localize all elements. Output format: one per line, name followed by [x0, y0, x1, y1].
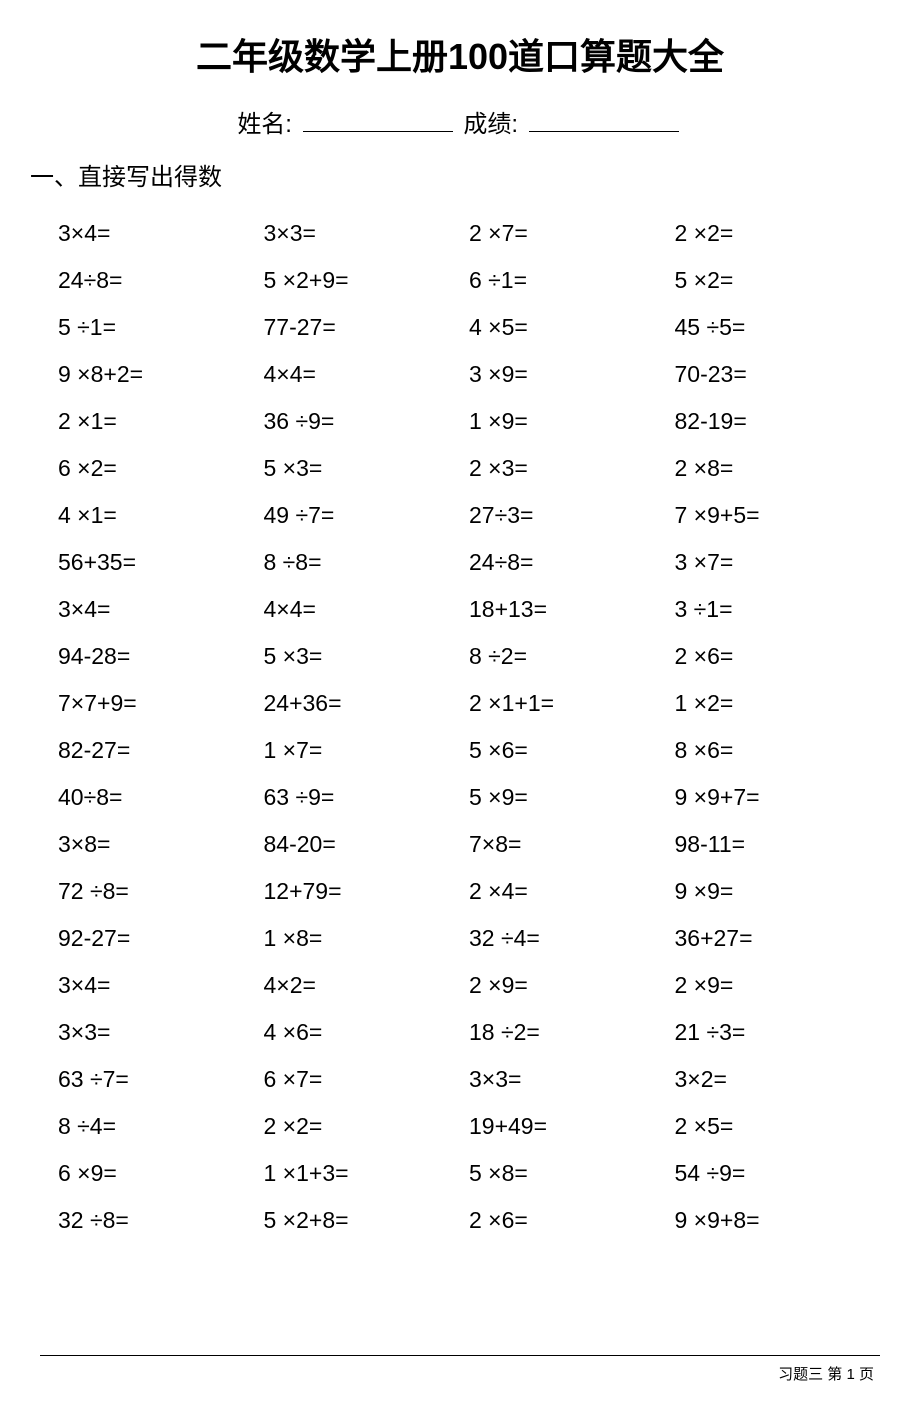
- problem-cell: 5 ÷1=: [58, 304, 264, 351]
- problem-cell: 2 ×2=: [264, 1103, 470, 1150]
- problem-cell: 19+49=: [469, 1103, 675, 1150]
- name-blank[interactable]: [303, 106, 453, 132]
- problem-cell: 1 ×8=: [264, 915, 470, 962]
- problem-cell: 27÷3=: [469, 492, 675, 539]
- problem-cell: 5 ×2+8=: [264, 1197, 470, 1244]
- problem-cell: 92-27=: [58, 915, 264, 962]
- problem-cell: 4×4=: [264, 351, 470, 398]
- problem-cell: 1 ×1+3=: [264, 1150, 470, 1197]
- problem-cell: 3 ×7=: [675, 539, 881, 586]
- problem-cell: 32 ÷4=: [469, 915, 675, 962]
- problem-cell: 49 ÷7=: [264, 492, 470, 539]
- problem-cell: 3×8=: [58, 821, 264, 868]
- problem-cell: 9 ×8+2=: [58, 351, 264, 398]
- problem-cell: 2 ×8=: [675, 445, 881, 492]
- problem-cell: 7 ×9+5=: [675, 492, 881, 539]
- problem-cell: 7×8=: [469, 821, 675, 868]
- problem-cell: 5 ×6=: [469, 727, 675, 774]
- problem-cell: 6 ×7=: [264, 1056, 470, 1103]
- problem-cell: 63 ÷7=: [58, 1056, 264, 1103]
- problem-grid: 3×4=3×3=2 ×7=2 ×2=24÷8=5 ×2+9=6 ÷1=5 ×2=…: [40, 210, 880, 1244]
- problem-cell: 5 ×9=: [469, 774, 675, 821]
- problem-cell: 3×2=: [675, 1056, 881, 1103]
- problem-cell: 2 ×1+1=: [469, 680, 675, 727]
- problem-cell: 4×4=: [264, 586, 470, 633]
- problem-cell: 21 ÷3=: [675, 1009, 881, 1056]
- problem-cell: 72 ÷8=: [58, 868, 264, 915]
- problem-cell: 3×4=: [58, 962, 264, 1009]
- problem-cell: 3×3=: [264, 210, 470, 257]
- page-title: 二年级数学上册100道口算题大全: [40, 28, 880, 80]
- problem-cell: 36 ÷9=: [264, 398, 470, 445]
- problem-cell: 5 ×8=: [469, 1150, 675, 1197]
- problem-cell: 9 ×9=: [675, 868, 881, 915]
- problem-cell: 40÷8=: [58, 774, 264, 821]
- problem-cell: 8 ÷4=: [58, 1103, 264, 1150]
- problem-cell: 2 ×9=: [469, 962, 675, 1009]
- problem-cell: 98-11=: [675, 821, 881, 868]
- problem-cell: 6 ×9=: [58, 1150, 264, 1197]
- footer-rule: [40, 1355, 880, 1356]
- problem-cell: 77-27=: [264, 304, 470, 351]
- info-line: 姓名: 成绩:: [40, 104, 880, 139]
- problem-cell: 2 ×4=: [469, 868, 675, 915]
- problem-cell: 84-20=: [264, 821, 470, 868]
- problem-cell: 2 ×7=: [469, 210, 675, 257]
- problem-cell: 24+36=: [264, 680, 470, 727]
- score-blank[interactable]: [529, 106, 679, 132]
- problem-cell: 18+13=: [469, 586, 675, 633]
- problem-cell: 2 ×5=: [675, 1103, 881, 1150]
- problem-cell: 3×3=: [58, 1009, 264, 1056]
- problem-cell: 3×4=: [58, 586, 264, 633]
- problem-cell: 18 ÷2=: [469, 1009, 675, 1056]
- problem-cell: 4×2=: [264, 962, 470, 1009]
- problem-cell: 2 ×9=: [675, 962, 881, 1009]
- section-heading: 一、直接写出得数: [30, 157, 880, 192]
- problem-cell: 5 ×2=: [675, 257, 881, 304]
- problem-cell: 5 ×3=: [264, 445, 470, 492]
- problem-cell: 2 ×6=: [675, 633, 881, 680]
- problem-cell: 24÷8=: [58, 257, 264, 304]
- problem-cell: 94-28=: [58, 633, 264, 680]
- problem-cell: 45 ÷5=: [675, 304, 881, 351]
- problem-cell: 63 ÷9=: [264, 774, 470, 821]
- problem-cell: 3×4=: [58, 210, 264, 257]
- score-label: 成绩:: [463, 111, 518, 138]
- problem-cell: 2 ×3=: [469, 445, 675, 492]
- problem-cell: 82-27=: [58, 727, 264, 774]
- problem-cell: 36+27=: [675, 915, 881, 962]
- problem-cell: 2 ×2=: [675, 210, 881, 257]
- problem-cell: 4 ×5=: [469, 304, 675, 351]
- problem-cell: 8 ÷2=: [469, 633, 675, 680]
- problem-cell: 1 ×2=: [675, 680, 881, 727]
- problem-cell: 9 ×9+8=: [675, 1197, 881, 1244]
- problem-cell: 1 ×9=: [469, 398, 675, 445]
- problem-cell: 9 ×9+7=: [675, 774, 881, 821]
- problem-cell: 56+35=: [58, 539, 264, 586]
- footer-text: 习题三 第 1 页: [778, 1363, 874, 1384]
- worksheet-page: 二年级数学上册100道口算题大全 姓名: 成绩: 一、直接写出得数 3×4=3×…: [0, 0, 920, 1244]
- problem-cell: 82-19=: [675, 398, 881, 445]
- problem-cell: 7×7+9=: [58, 680, 264, 727]
- problem-cell: 3 ×9=: [469, 351, 675, 398]
- problem-cell: 6 ×2=: [58, 445, 264, 492]
- problem-cell: 2 ×1=: [58, 398, 264, 445]
- problem-cell: 4 ×6=: [264, 1009, 470, 1056]
- problem-cell: 5 ×2+9=: [264, 257, 470, 304]
- name-label: 姓名:: [237, 111, 292, 138]
- problem-cell: 8 ×6=: [675, 727, 881, 774]
- problem-cell: 4 ×1=: [58, 492, 264, 539]
- problem-cell: 8 ÷8=: [264, 539, 470, 586]
- problem-cell: 54 ÷9=: [675, 1150, 881, 1197]
- problem-cell: 3 ÷1=: [675, 586, 881, 633]
- problem-cell: 24÷8=: [469, 539, 675, 586]
- problem-cell: 70-23=: [675, 351, 881, 398]
- problem-cell: 1 ×7=: [264, 727, 470, 774]
- problem-cell: 12+79=: [264, 868, 470, 915]
- problem-cell: 2 ×6=: [469, 1197, 675, 1244]
- problem-cell: 6 ÷1=: [469, 257, 675, 304]
- problem-cell: 32 ÷8=: [58, 1197, 264, 1244]
- problem-cell: 3×3=: [469, 1056, 675, 1103]
- problem-cell: 5 ×3=: [264, 633, 470, 680]
